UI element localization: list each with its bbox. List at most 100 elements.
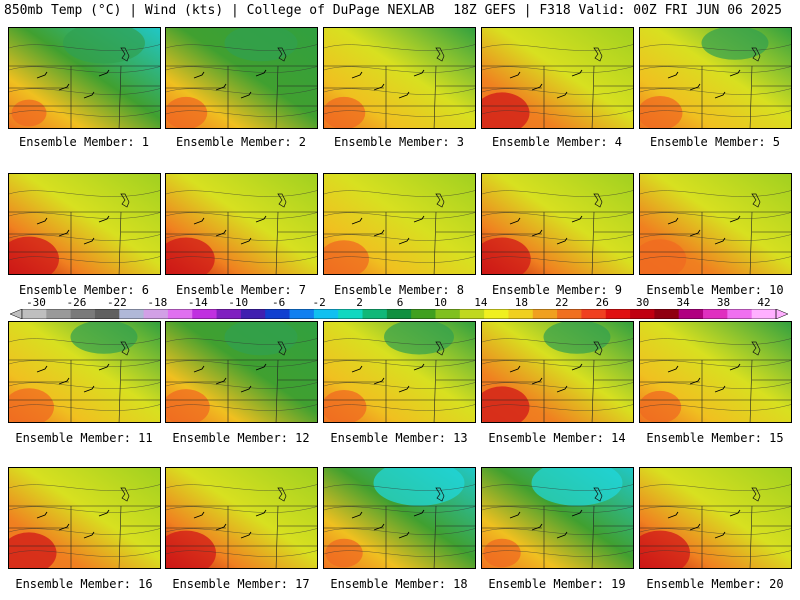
ensemble-member-map [165, 321, 318, 423]
colorbar-segment [630, 309, 655, 319]
cool-anomaly [701, 28, 769, 60]
ensemble-member-map [323, 173, 476, 275]
ensemble-member-map [481, 321, 634, 423]
great-lakes-outline [277, 487, 287, 502]
warm-anomaly [11, 99, 47, 127]
wind-barb [83, 531, 95, 539]
great-lakes-outline [593, 47, 603, 62]
colorbar-tick-label: -26 [66, 296, 87, 309]
state-border [275, 211, 279, 274]
great-lakes-outline [277, 341, 287, 356]
ensemble-member-label: Ensemble Member: 1 [18, 135, 150, 149]
state-border [749, 505, 753, 568]
height-contour [640, 506, 791, 513]
wind-barb [556, 531, 568, 539]
height-contour [482, 338, 633, 345]
ensemble-member-map [323, 27, 476, 129]
ensemble-member-label: Ensemble Member: 6 [18, 283, 150, 297]
wind-barb [571, 363, 583, 371]
height-contour [324, 190, 475, 197]
wind-barb [255, 215, 267, 223]
ensemble-member-map [165, 467, 318, 569]
ensemble-member-label: Ensemble Member: 3 [333, 135, 465, 149]
wind-barb [413, 215, 425, 223]
warm-anomaly [640, 96, 683, 128]
height-contour [324, 404, 475, 411]
height-contour [482, 506, 633, 513]
ensemble-member-map [639, 173, 792, 275]
warm-anomaly [9, 236, 59, 274]
wind-barb [58, 83, 70, 91]
height-contour [640, 338, 791, 345]
colorbar-tick-label: 38 [716, 296, 731, 309]
height-contour [166, 360, 317, 367]
warm-anomaly [166, 530, 216, 568]
ensemble-member-map [8, 173, 161, 275]
great-lakes-outline [751, 47, 761, 62]
colorbar-segment [119, 309, 145, 319]
ensemble-member-label: Ensemble Member: 7 [175, 283, 307, 297]
warm-anomaly [166, 389, 210, 422]
wind-barb [215, 523, 227, 531]
wind-barb [531, 377, 543, 385]
height-contour [640, 382, 791, 389]
colorbar-tick-label: 34 [676, 296, 690, 309]
great-lakes-outline [751, 193, 761, 208]
state-border [591, 505, 595, 568]
state-border [749, 359, 753, 422]
great-lakes-outline [751, 487, 761, 502]
warm-anomaly [324, 96, 366, 128]
height-contour [324, 110, 475, 117]
wind-barb [83, 385, 95, 393]
wind-barb [667, 217, 679, 225]
state-border [118, 505, 122, 568]
height-contour [9, 360, 160, 367]
wind-barb [373, 229, 385, 237]
height-contour [482, 190, 633, 197]
warm-anomaly [166, 96, 208, 128]
height-contour [9, 66, 160, 73]
colorbar-segment [386, 309, 412, 319]
colorbar-segment [167, 309, 193, 319]
wind-barb [531, 523, 543, 531]
wind-barb [398, 237, 410, 245]
state-border [118, 65, 122, 128]
height-contour [166, 110, 317, 117]
height-contour [640, 110, 791, 117]
colorbar-segment [581, 309, 607, 319]
ensemble-member-map [165, 27, 318, 129]
height-contour [9, 234, 160, 241]
height-contour [9, 528, 160, 535]
colorbar-segment [508, 309, 534, 319]
wind-barb [398, 531, 410, 539]
colorbar-tick-label: -30 [26, 296, 46, 309]
wind-barb [240, 237, 252, 245]
height-contour [9, 256, 160, 263]
wind-barb [351, 365, 363, 373]
height-contour [640, 190, 791, 197]
warm-anomaly [9, 388, 54, 422]
wind-barb [689, 523, 701, 531]
height-contour [166, 484, 317, 491]
height-contour [482, 550, 633, 557]
wind-barb [240, 385, 252, 393]
warm-anomaly [482, 92, 530, 128]
height-contour [482, 234, 633, 241]
great-lakes-outline [435, 487, 445, 502]
height-contour [324, 212, 475, 219]
cool-anomaly [543, 322, 611, 354]
height-contour [166, 190, 317, 197]
wind-barb [240, 91, 252, 99]
chart-title: 850mb Temp (°C) | Wind (kts) | College o… [4, 3, 435, 18]
height-contour [482, 44, 633, 51]
state-border [591, 359, 595, 422]
great-lakes-outline [593, 487, 603, 502]
wind-barb [689, 377, 701, 385]
colorbar-segment [557, 309, 582, 319]
height-contour [482, 382, 633, 389]
colorbar-tick-label: 6 [396, 296, 404, 309]
warm-anomaly [324, 240, 369, 274]
colorbar-tick-label: 42 [757, 296, 771, 309]
cool-anomaly [384, 322, 454, 355]
wind-barb [729, 69, 741, 77]
